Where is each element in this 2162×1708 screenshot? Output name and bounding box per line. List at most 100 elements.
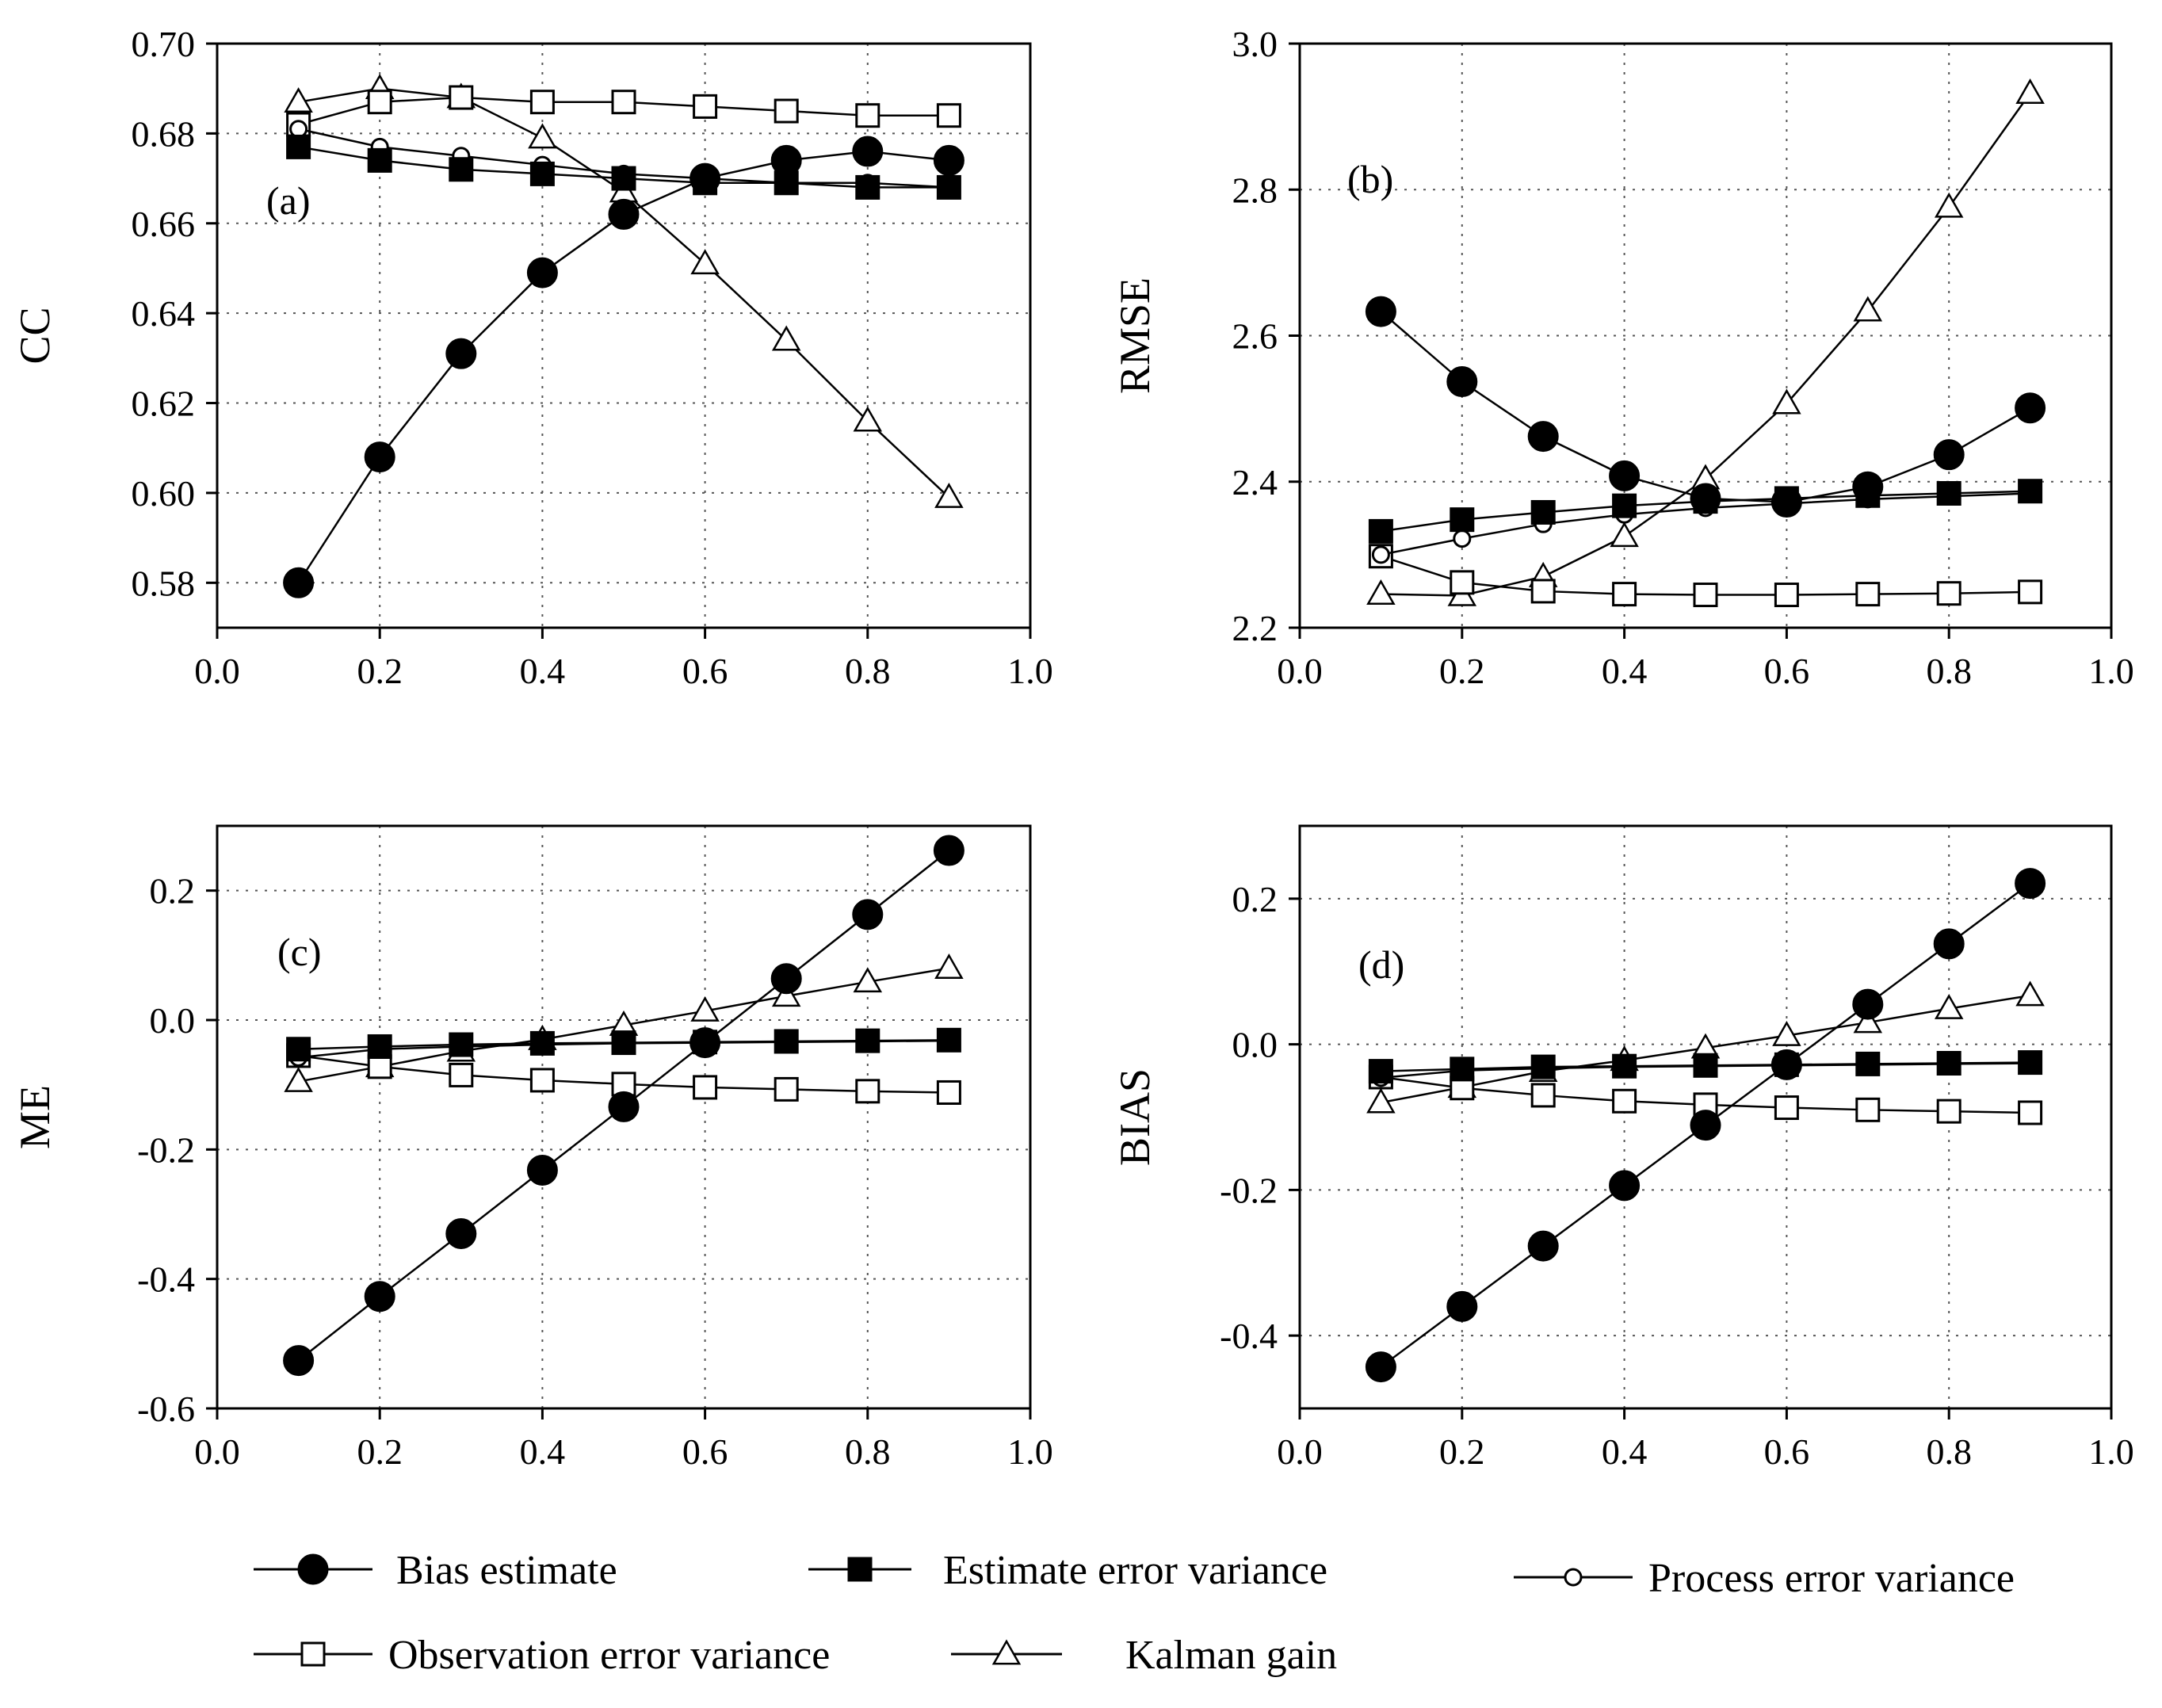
data-point-bias	[689, 162, 721, 194]
y-tick-label: 2.8	[1232, 170, 1278, 210]
data-point-bias	[689, 1027, 721, 1059]
data-point-est	[286, 134, 311, 159]
data-point-kal	[284, 1066, 313, 1092]
data-point-est	[1693, 1053, 1718, 1078]
data-point-est	[1450, 1057, 1475, 1082]
data-point-kal	[771, 981, 801, 1007]
x-tick-label: 0.2	[357, 1431, 403, 1472]
series-obs	[1368, 544, 2043, 608]
series-bias	[1365, 296, 2046, 518]
x-tick-label: 0.8	[1926, 651, 1972, 691]
x-tick-label: 0.6	[682, 1431, 728, 1472]
y-tick-label: 2.6	[1232, 316, 1278, 357]
data-point-obs	[774, 98, 799, 124]
data-point-obs	[367, 1054, 392, 1079]
legend-marker-obs	[300, 1641, 326, 1667]
data-point-kal	[1934, 993, 1964, 1019]
x-tick-label: 0.4	[1602, 651, 1648, 691]
data-point-bias	[1690, 1110, 1721, 1141]
data-point-obs	[529, 90, 555, 115]
data-point-est	[611, 166, 636, 191]
data-point-obs	[1855, 582, 1881, 607]
x-tick-label: 0.0	[194, 1431, 240, 1472]
series-kal	[1366, 78, 2045, 606]
data-point-kal	[2015, 78, 2045, 104]
data-point-bias	[1609, 1170, 1641, 1202]
legend-marker-est	[847, 1557, 873, 1582]
x-tick-label: 1.0	[2088, 651, 2134, 691]
data-point-est	[2018, 479, 2043, 504]
y-axis-title: CC	[11, 307, 59, 364]
y-tick-label: -0.4	[1220, 1316, 1278, 1356]
data-point-obs	[449, 85, 474, 110]
data-point-est	[449, 157, 474, 182]
data-point-kal	[934, 482, 964, 508]
data-point-proc	[1371, 545, 1390, 564]
data-point-bias	[1852, 988, 1884, 1020]
x-tick-label: 0.0	[1277, 651, 1323, 691]
data-point-kal	[1853, 1007, 1883, 1034]
legend: Bias estimate Estimate error variance Proc…	[254, 1548, 2015, 1678]
data-point-est	[1936, 480, 1961, 506]
data-point-kal	[1934, 192, 1964, 218]
y-tick-label: 0.2	[1232, 879, 1278, 919]
data-point-obs	[1855, 1097, 1881, 1122]
plot-frame	[216, 824, 1032, 1410]
x-tick-label: 1.0	[1007, 1431, 1053, 1472]
plot-frame	[216, 42, 1032, 629]
y-axis-title: BIAS	[1111, 1068, 1159, 1166]
legend-item-proc: Process error variance	[1514, 1556, 2015, 1601]
data-point-obs	[1450, 570, 1475, 595]
x-tick-label: 0.6	[682, 651, 728, 691]
data-point-bias	[1527, 421, 1559, 453]
series-bias	[283, 835, 964, 1377]
data-point-bias	[933, 835, 964, 866]
x-tick-label: 0.0	[1277, 1431, 1323, 1472]
data-point-obs	[855, 103, 880, 128]
y-tick-label: 0.58	[132, 563, 196, 603]
data-point-bias	[283, 1345, 315, 1377]
data-point-obs	[693, 1075, 718, 1100]
data-point-bias	[1446, 1290, 1478, 1322]
x-tick-label: 0.4	[520, 651, 566, 691]
data-point-est	[611, 1030, 636, 1056]
data-point-bias	[2015, 392, 2046, 424]
data-point-est	[449, 1032, 474, 1057]
data-point-est	[1530, 1054, 1556, 1079]
panel-label: (d)	[1358, 942, 1404, 987]
y-tick-label: 0.0	[150, 1000, 196, 1041]
legend-item-bias: Bias estimate	[254, 1548, 617, 1593]
data-point-est	[1855, 1051, 1881, 1076]
data-point-bias	[933, 144, 964, 176]
data-point-kal	[1610, 522, 1639, 548]
data-point-kal	[1772, 1020, 1801, 1046]
data-point-bias	[1446, 366, 1478, 398]
data-point-est	[2018, 1050, 2043, 1076]
data-point-bias	[608, 198, 640, 230]
y-tick-label: 2.4	[1232, 462, 1278, 502]
y-tick-label: 0.66	[132, 204, 196, 244]
data-point-obs	[1693, 583, 1718, 608]
data-point-kal	[853, 967, 883, 993]
legend-label: Kalman gain	[1125, 1633, 1337, 1678]
panel-label: (c)	[277, 930, 322, 974]
x-tick-label: 0.2	[1439, 1431, 1485, 1472]
data-point-obs	[774, 1076, 799, 1102]
data-point-bias	[608, 1091, 640, 1122]
legend-label: Observation error variance	[388, 1633, 830, 1678]
legend-label: Process error variance	[1648, 1556, 2015, 1601]
data-point-bias	[1690, 483, 1721, 514]
chart-panel-b: 0.0 0.2 0.4 0.6 0.8 1.0 2.2 2.4 2.6 2.8 3.0 RMSE (b)	[1111, 24, 2134, 691]
data-point-bias	[2015, 868, 2046, 900]
data-point-obs	[529, 1068, 555, 1093]
legend-item-kal: Kalman gain	[951, 1633, 1337, 1678]
data-point-obs	[2018, 579, 2043, 605]
data-point-kal	[853, 406, 883, 432]
legend-item-obs: Observation error variance	[254, 1633, 830, 1678]
y-tick-label: 0.62	[132, 384, 196, 424]
data-point-bias	[1933, 928, 1965, 960]
data-point-bias	[1770, 487, 1802, 518]
data-point-obs	[449, 1062, 474, 1087]
x-tick-label: 0.0	[194, 651, 240, 691]
y-tick-label: 0.60	[132, 473, 196, 514]
